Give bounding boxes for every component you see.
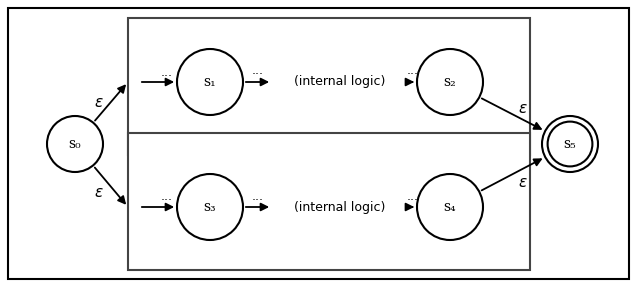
Circle shape: [47, 116, 103, 172]
Text: ...: ...: [406, 189, 419, 203]
Text: s₃: s₃: [204, 200, 217, 214]
Text: (internal logic): (internal logic): [294, 201, 385, 214]
Text: s₄: s₄: [444, 200, 456, 214]
Circle shape: [542, 116, 598, 172]
Text: ...: ...: [252, 65, 264, 77]
Circle shape: [548, 122, 592, 166]
Text: ε: ε: [518, 175, 526, 190]
Circle shape: [177, 49, 243, 115]
Bar: [128, 133, 530, 270]
Circle shape: [417, 49, 483, 115]
Text: ...: ...: [161, 191, 173, 203]
Text: s₁: s₁: [204, 75, 217, 89]
Text: ε: ε: [94, 185, 103, 200]
Text: s₀: s₀: [69, 137, 82, 151]
Text: ...: ...: [406, 65, 419, 77]
Text: ε: ε: [518, 101, 526, 116]
Text: ε: ε: [94, 95, 103, 110]
Text: (internal logic): (internal logic): [294, 75, 385, 88]
Bar: [128, 18, 530, 155]
Circle shape: [417, 174, 483, 240]
Text: ...: ...: [161, 65, 173, 79]
Text: s₅: s₅: [564, 137, 576, 151]
Circle shape: [177, 174, 243, 240]
Text: s₂: s₂: [443, 75, 456, 89]
Text: ...: ...: [252, 189, 264, 203]
